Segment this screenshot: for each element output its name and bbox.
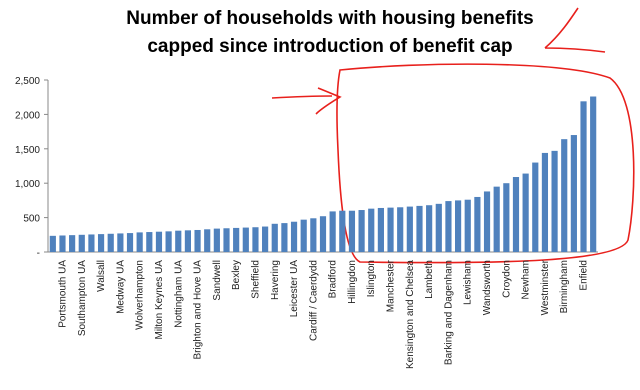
bar [165, 231, 172, 252]
x-tick-label: Birmingham [559, 260, 570, 313]
bar [175, 230, 182, 252]
x-tick-label: Nottingham UA [173, 260, 184, 328]
y-tick-label: 2,000 [15, 110, 40, 121]
bar [435, 203, 442, 252]
bar [233, 227, 240, 252]
x-tick-label: Kensington and Chelsea [405, 260, 416, 369]
x-tick-label: Cardiff / Caerdydd [308, 260, 319, 341]
bar [416, 205, 423, 252]
bar [242, 227, 249, 252]
bar [483, 191, 491, 252]
bar [339, 210, 346, 252]
x-tick-label: Lambeth [424, 260, 435, 299]
x-tick-label: Portsmouth UA [57, 260, 68, 328]
bar [445, 201, 452, 252]
bar [69, 235, 76, 252]
bar [194, 229, 201, 252]
bar [464, 199, 471, 252]
bar [146, 232, 153, 252]
bar [387, 207, 394, 252]
bar [223, 228, 230, 252]
bar [136, 232, 143, 252]
x-tick-label: Leicester UA [289, 260, 300, 318]
x-tick-label: Wolverhampton [135, 260, 146, 330]
bar [570, 135, 577, 252]
x-tick-label: Barking and Dagenham [443, 260, 454, 365]
chart-title: capped since introduction of benefit cap [147, 36, 512, 57]
bar [590, 96, 597, 253]
bar [78, 234, 85, 252]
x-tick-label: Manchester [386, 259, 397, 312]
bar [126, 233, 134, 252]
bar [532, 162, 539, 252]
bar [107, 233, 114, 252]
bar [522, 173, 529, 252]
bar [377, 207, 384, 252]
bar [348, 210, 356, 252]
y-tick-label: 1,000 [15, 179, 40, 190]
bar [97, 234, 105, 252]
x-tick-label: Newham [521, 260, 532, 299]
bar [262, 226, 269, 252]
bar [561, 139, 568, 252]
chart-title: Number of households with housing benefi… [126, 8, 533, 29]
bar [551, 150, 558, 252]
x-tick-label: Lewisham [463, 260, 474, 305]
x-tick-label: Southampton UA [77, 260, 88, 336]
bar [300, 219, 307, 252]
bar [252, 227, 259, 252]
x-tick-label: Bradford [328, 260, 339, 298]
bar [88, 234, 95, 252]
bar [155, 231, 163, 252]
bar [49, 235, 56, 252]
x-tick-label: Enfield [579, 260, 590, 291]
bar [59, 235, 66, 252]
x-tick-label: Brighton and Hove UA [193, 260, 204, 360]
bar [358, 210, 365, 252]
y-tick-label: 2,500 [15, 76, 40, 87]
bar [474, 196, 481, 252]
bar [213, 228, 220, 252]
bar [512, 177, 520, 252]
bar [184, 230, 191, 252]
x-tick-label: Medway UA [115, 260, 126, 314]
bar [493, 186, 500, 252]
y-tick-label: - [37, 248, 40, 259]
bar [503, 183, 510, 252]
bar [310, 218, 317, 252]
x-tick-label: Sheffield [250, 260, 261, 299]
bar [406, 206, 413, 252]
x-tick-label: Milton Keynes UA [154, 260, 165, 340]
annotation [271, 7, 635, 264]
bar [281, 223, 288, 252]
bar [368, 208, 375, 252]
bar [290, 221, 298, 252]
bar [455, 200, 462, 252]
y-tick-label: 500 [23, 214, 40, 225]
x-tick-label: Islington [366, 260, 377, 297]
x-tick-label: Havering [270, 260, 281, 300]
x-tick-label: Croydon [501, 260, 512, 298]
bar [319, 216, 327, 252]
x-tick-label: Wandsworth [482, 260, 493, 315]
x-tick-label: Walsall [96, 260, 107, 292]
x-tick-label: Sandwell [212, 260, 223, 301]
bar [271, 223, 278, 252]
x-tick-label: Westminster [540, 259, 551, 315]
x-tick-label: Bexley [231, 260, 242, 290]
bar [329, 211, 336, 252]
bar [426, 205, 433, 252]
bar [397, 207, 404, 252]
x-tick-label: Hillingdon [347, 260, 358, 304]
bar [204, 229, 211, 252]
bar [117, 233, 124, 252]
y-tick-label: 1,500 [15, 145, 40, 156]
bar [580, 101, 587, 252]
bar [541, 152, 549, 252]
